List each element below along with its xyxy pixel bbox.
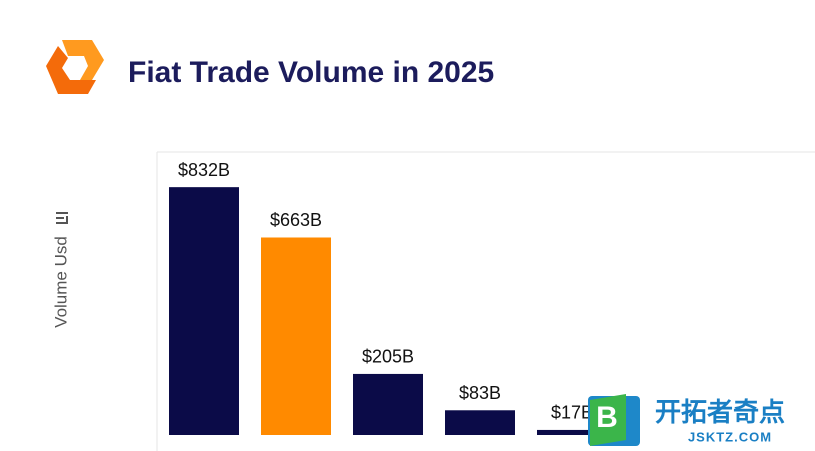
watermark-name: 开拓者奇点 xyxy=(655,397,785,427)
chart-title: Fiat Trade Volume in 2025 xyxy=(128,56,494,89)
value-label: $832B xyxy=(178,160,230,180)
bars: $832B $663B $205B $83B $17B xyxy=(169,160,607,435)
svg-text:B: B xyxy=(596,401,618,434)
bar xyxy=(261,237,331,435)
value-label: $83B xyxy=(459,383,501,403)
value-label: $205B xyxy=(362,347,414,367)
value-label: $17B xyxy=(551,403,593,423)
watermark-domain: JSKTZ.COM xyxy=(688,429,772,444)
value-label: $663B xyxy=(270,210,322,230)
watermark: B 开拓者奇点 JSKTZ.COM xyxy=(588,394,785,446)
y-axis-label: Volume Usd xyxy=(51,236,70,328)
bar xyxy=(537,429,607,435)
y-label-icon xyxy=(56,212,68,224)
logo xyxy=(46,40,104,94)
bar xyxy=(445,410,515,435)
bar xyxy=(353,373,423,435)
bar xyxy=(169,187,239,435)
